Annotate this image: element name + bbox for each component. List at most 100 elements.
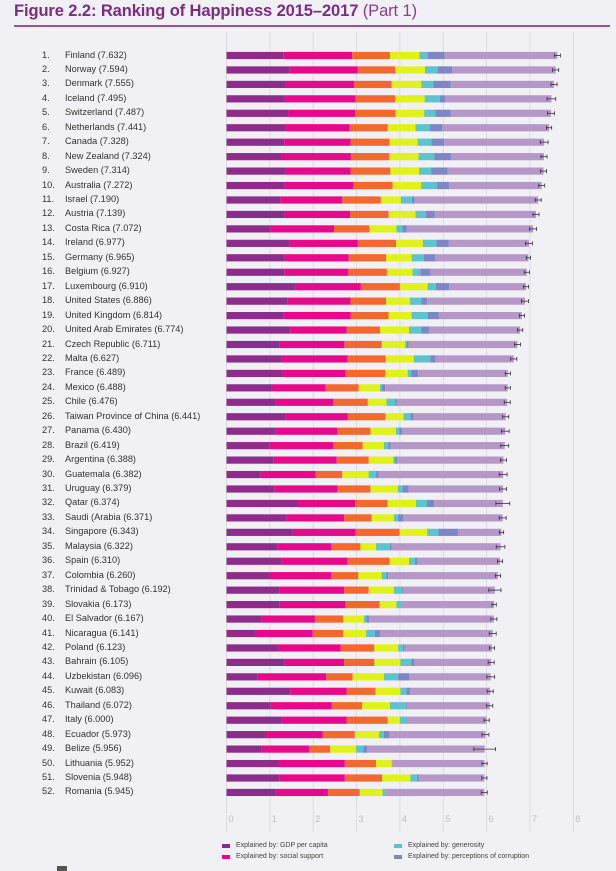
bar-segment-health bbox=[346, 687, 376, 695]
bar-segment-health bbox=[349, 124, 388, 132]
bar-segment-gdp bbox=[226, 586, 280, 594]
bar-segment-freedom bbox=[360, 543, 377, 551]
bar-segment-social bbox=[275, 788, 328, 797]
bar-segment-social bbox=[278, 759, 345, 768]
bar-segment-generosity bbox=[368, 470, 377, 479]
country-name-score: United Kingdom (6.814) bbox=[65, 309, 163, 320]
bar-segment-gdp bbox=[226, 528, 293, 536]
country-name-score: France (6.489) bbox=[65, 367, 126, 378]
bar-segment-corruption bbox=[402, 485, 409, 493]
bar-segment-freedom bbox=[387, 124, 416, 132]
figure-title-main: Figure 2.2: Ranking of Happiness 2015–20… bbox=[14, 2, 359, 20]
country-name-score: Australia (7.272) bbox=[65, 179, 133, 190]
bar-segment-residual bbox=[410, 687, 491, 695]
bar-segment-residual bbox=[452, 66, 556, 74]
bar-segment-residual bbox=[402, 427, 506, 435]
bar-segment-health bbox=[309, 745, 331, 753]
bar-segment-generosity bbox=[393, 514, 399, 522]
bar-segment-residual bbox=[418, 369, 508, 377]
x-tick-label-5: 5 bbox=[445, 814, 450, 824]
bar-segment-generosity bbox=[405, 340, 407, 349]
bar-segment-health bbox=[326, 673, 353, 681]
bar-segment-generosity bbox=[400, 196, 413, 204]
bar-segment-social bbox=[269, 442, 334, 450]
bar-segment-social bbox=[287, 297, 351, 305]
bar-segment-generosity bbox=[418, 167, 432, 175]
bar-segment-corruption bbox=[421, 326, 429, 334]
bar-segment-corruption bbox=[412, 196, 415, 204]
bar-segment-health bbox=[333, 442, 363, 450]
country-name-score: Malta (6.627) bbox=[65, 352, 120, 363]
bar-segment-corruption bbox=[401, 586, 403, 594]
bar-segment-corruption bbox=[423, 254, 436, 262]
bar-segment-health bbox=[360, 283, 400, 291]
bar-segment-gdp bbox=[226, 66, 290, 74]
bar-segment-health bbox=[337, 427, 371, 435]
bar-segment-residual bbox=[404, 644, 492, 652]
rank-number: 22. bbox=[42, 352, 55, 363]
bar-segment-corruption bbox=[366, 615, 370, 623]
bar-segment-generosity bbox=[383, 442, 389, 450]
bar-segment-gdp bbox=[226, 181, 285, 190]
bar-segment-corruption bbox=[427, 51, 445, 60]
bar-segment-health bbox=[342, 196, 381, 204]
bar-segment-generosity bbox=[409, 557, 416, 565]
rank-number: 5. bbox=[42, 107, 50, 118]
bar-segment-gdp bbox=[226, 355, 282, 363]
country-name-score: Argentina (6.388) bbox=[65, 454, 136, 465]
country-name-score: Lithuania (5.952) bbox=[65, 757, 134, 768]
bar-segment-residual bbox=[385, 788, 485, 797]
bar-segment-residual bbox=[450, 109, 552, 117]
bar-segment-freedom bbox=[370, 485, 398, 493]
bar-segment-social bbox=[284, 268, 349, 276]
bar-segment-social bbox=[284, 95, 356, 103]
country-name-score: El Salvador (6.167) bbox=[65, 613, 144, 624]
bar-segment-gdp bbox=[226, 196, 281, 204]
bar-segment-residual bbox=[444, 51, 558, 60]
bar-segment-freedom bbox=[359, 788, 383, 797]
bar-segment-corruption bbox=[411, 658, 415, 666]
bar-segment-gdp bbox=[226, 485, 275, 493]
rank-number: 19. bbox=[42, 309, 55, 320]
rank-number: 50. bbox=[42, 757, 55, 768]
bar-segment-corruption bbox=[437, 66, 453, 74]
bar-segment-freedom bbox=[354, 731, 380, 739]
country-name-score: Canada (7.328) bbox=[65, 136, 129, 147]
title-divider bbox=[14, 25, 610, 27]
bar-segment-residual bbox=[369, 615, 494, 623]
bar-segment-health bbox=[314, 615, 344, 623]
bar-segment-health bbox=[330, 572, 359, 580]
bar-segment-freedom bbox=[352, 673, 384, 681]
bar-segment-corruption bbox=[415, 557, 418, 565]
country-name-score: Iceland (7.495) bbox=[65, 92, 127, 103]
rank-number: 17. bbox=[42, 280, 55, 291]
bar-segment-generosity bbox=[379, 731, 384, 739]
country-name-score: Czech Republic (6.711) bbox=[65, 338, 161, 349]
bar-segment-gdp bbox=[226, 615, 262, 623]
bar-segment-social bbox=[265, 731, 323, 739]
country-name-score: Uzbekistan (6.096) bbox=[65, 670, 143, 681]
figure-title: Figure 2.2: Ranking of Happiness 2015–20… bbox=[14, 2, 417, 21]
bar-segment-gdp bbox=[226, 759, 279, 768]
x-tick-label-4: 4 bbox=[402, 814, 407, 824]
bar-segment-gdp bbox=[226, 774, 280, 782]
bar-segment-generosity bbox=[411, 312, 428, 320]
bar-segment-generosity bbox=[410, 774, 417, 782]
country-name-score: Belize (5.956) bbox=[65, 743, 122, 754]
bar-segment-gdp bbox=[226, 557, 282, 565]
bar-segment-freedom bbox=[376, 759, 392, 768]
bar-segment-freedom bbox=[389, 51, 420, 60]
bar-segment-freedom bbox=[379, 326, 410, 334]
bar-segment-freedom bbox=[362, 442, 384, 450]
bar-segment-generosity bbox=[366, 629, 375, 638]
bar-segment-health bbox=[352, 51, 390, 60]
x-tick-label-1: 1 bbox=[272, 814, 277, 824]
bar-segment-generosity bbox=[386, 398, 396, 406]
bar-segment-social bbox=[284, 138, 351, 146]
bar-segment-residual bbox=[434, 210, 536, 219]
bar-segment-residual bbox=[402, 586, 495, 594]
bar-segment-social bbox=[286, 514, 344, 522]
bar-segment-freedom bbox=[389, 153, 419, 161]
bar-segment-social bbox=[261, 615, 315, 623]
bar-segment-gdp bbox=[226, 788, 276, 797]
